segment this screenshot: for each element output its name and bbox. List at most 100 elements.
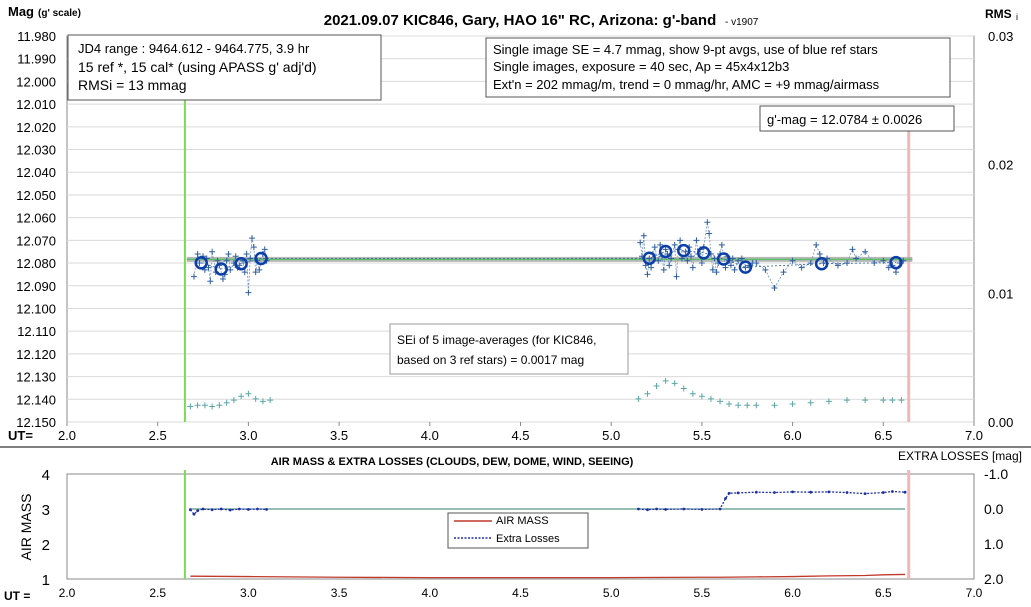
top-y-tick-label: 11.980 bbox=[17, 29, 56, 44]
top-y2-tick-label: 0.02 bbox=[988, 158, 1013, 173]
extra-losses-point bbox=[724, 497, 727, 500]
bottom-chart-title: AIR MASS & EXTRA LOSSES (CLOUDS, DEW, DO… bbox=[271, 456, 634, 468]
bottom-x-tick-label: 2.5 bbox=[149, 586, 166, 600]
top-y-tick-label: 12.020 bbox=[16, 120, 56, 135]
single-image-point bbox=[688, 253, 695, 260]
single-image-point bbox=[816, 250, 823, 257]
top-y-tick-label: 12.060 bbox=[16, 211, 56, 226]
extra-losses-point bbox=[727, 491, 731, 495]
bottom-x-tick-label: 5.0 bbox=[603, 586, 620, 600]
airmass-line bbox=[190, 573, 906, 579]
top-y-tick-label: 12.120 bbox=[16, 347, 56, 362]
rms-point bbox=[653, 382, 660, 389]
single-image-point bbox=[713, 269, 720, 276]
extra-losses-point bbox=[682, 507, 686, 511]
rms-point bbox=[735, 402, 742, 409]
single-image-point bbox=[689, 264, 696, 271]
bottom-x-tick-label: 6.0 bbox=[784, 586, 801, 600]
airmass-series-group bbox=[188, 490, 907, 579]
extra-losses-point bbox=[845, 491, 849, 494]
single-image-point bbox=[735, 257, 742, 264]
single-image-point bbox=[655, 257, 662, 264]
rms-point bbox=[223, 399, 230, 406]
image-average-point bbox=[889, 255, 903, 270]
rms-point bbox=[698, 393, 705, 400]
airmass-chart: 1 2 3 4 -1.0 0.0 1.0 2.0 2.0 2.5 3.0 3.5 4.0 4.5 5.0… bbox=[0, 446, 1031, 603]
single-image-point bbox=[706, 230, 713, 237]
top-y-tick-label: 12.100 bbox=[16, 301, 56, 316]
rms-point bbox=[662, 377, 669, 384]
rms-point bbox=[880, 397, 887, 404]
single-image-point bbox=[207, 278, 214, 285]
top-x-tick-label: 6.5 bbox=[874, 428, 892, 443]
single-image-point bbox=[709, 266, 716, 273]
image-average-point bbox=[814, 256, 829, 271]
bottom-x-tick-label: 3.0 bbox=[240, 586, 257, 600]
image-average-point bbox=[716, 252, 731, 266]
single-image-point bbox=[252, 269, 259, 276]
info-box-left: JD4 range : 9464.612 - 9464.775, 3.9 hr … bbox=[67, 34, 382, 101]
result-box: g'-mag = 12.0784 ± 0.0026 bbox=[759, 105, 955, 132]
single-image-point bbox=[205, 264, 212, 271]
extra-losses-point bbox=[646, 508, 649, 512]
legend-airmass-label: AIR MASS bbox=[496, 515, 549, 527]
single-image-point bbox=[731, 266, 738, 273]
info-right-line-3: Ext'n = 202 mmag/m, trend = 0 mmag/hr, A… bbox=[493, 77, 880, 92]
single-image-point bbox=[722, 264, 729, 271]
bottom-y-axis-label: AIR MASS bbox=[18, 494, 34, 561]
single-image-point bbox=[849, 246, 856, 253]
info-right-line-1: Single image SE = 4.7 mmag, show 9-pt av… bbox=[493, 42, 878, 57]
single-image-point bbox=[789, 257, 796, 264]
top-x-tick-label: 4.0 bbox=[421, 428, 439, 443]
magnitude-chart: 11.980 11.990 12.000 12.010 12.020 12.030 12.0… bbox=[8, 4, 1018, 443]
rms-point bbox=[216, 402, 223, 409]
rms-point bbox=[717, 398, 724, 405]
top-x-tick-label: 6.0 bbox=[784, 428, 802, 443]
single-image-point bbox=[236, 262, 243, 269]
single-image-point bbox=[637, 239, 644, 246]
top-y2-tick-label: 0.03 bbox=[988, 29, 1013, 44]
single-image-point bbox=[798, 264, 805, 271]
single-image-point bbox=[813, 241, 820, 248]
single-image-point bbox=[227, 266, 234, 273]
extra-losses-point bbox=[256, 507, 259, 511]
single-image-point bbox=[718, 241, 725, 248]
single-image-point bbox=[892, 269, 899, 276]
single-image-point bbox=[834, 262, 841, 269]
image-average-trace bbox=[201, 250, 897, 270]
rms-point bbox=[726, 400, 733, 407]
bottom-y2-tick-label: 1.0 bbox=[984, 536, 1004, 552]
top-y2-tick-label: 0.01 bbox=[988, 286, 1013, 301]
single-image-point bbox=[644, 271, 651, 278]
single-image-point bbox=[762, 266, 769, 273]
rms-point bbox=[267, 397, 274, 404]
extra-losses-point bbox=[903, 490, 907, 494]
image-average-point bbox=[658, 244, 673, 259]
single-image-point bbox=[771, 285, 778, 292]
top-y-tick-label: 12.000 bbox=[16, 74, 56, 89]
single-image-point bbox=[225, 250, 232, 257]
extra-losses-point bbox=[265, 507, 268, 511]
y2-axis-label: RMS bbox=[985, 7, 1012, 21]
extra-losses-point bbox=[655, 507, 658, 511]
rms-point bbox=[689, 390, 696, 397]
extra-losses-point bbox=[827, 490, 831, 494]
extra-losses-point bbox=[754, 490, 758, 494]
extra-losses-point bbox=[219, 507, 223, 511]
top-y-tick-label: 11.990 bbox=[17, 52, 56, 67]
single-image-point bbox=[256, 266, 263, 273]
chart-version: - v1907 bbox=[725, 17, 759, 28]
single-image-point bbox=[693, 237, 700, 244]
single-image-point bbox=[729, 255, 736, 262]
rms-point bbox=[671, 380, 678, 387]
bottom-x-tick-labels: 2.0 2.5 3.0 3.5 4.0 4.5 5.0 5.5 6.0 6.5 7.0 bbox=[59, 586, 983, 600]
top-session-lines bbox=[183, 100, 911, 422]
single-image-point bbox=[885, 264, 892, 271]
single-image-point bbox=[247, 255, 254, 262]
top-y-tick-label: 12.140 bbox=[16, 392, 56, 407]
single-image-point bbox=[742, 264, 749, 271]
top-x-tick-label: 2.5 bbox=[149, 428, 167, 443]
rms-point bbox=[898, 397, 905, 404]
rms-point bbox=[194, 402, 201, 409]
